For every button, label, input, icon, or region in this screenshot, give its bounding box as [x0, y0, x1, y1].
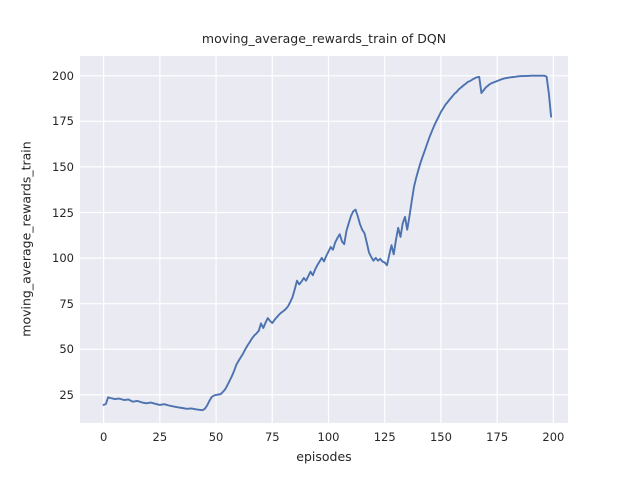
x-tick-label: 50 — [208, 430, 224, 444]
y-tick-label: 100 — [52, 251, 74, 266]
x-tick-label: 0 — [99, 430, 108, 444]
x-tick-label: 25 — [152, 430, 168, 444]
y-tick-label: 50 — [59, 342, 74, 357]
x-tick-label: 150 — [429, 430, 452, 444]
series-line — [102, 74, 553, 412]
y-tick-label: 175 — [52, 114, 74, 129]
y-tick-label: 125 — [52, 205, 74, 220]
x-tick-label: 75 — [264, 430, 280, 444]
chart-title: moving_average_rewards_train of DQN — [201, 31, 447, 46]
x-axis-label: episodes — [296, 449, 352, 464]
plot-area — [80, 56, 568, 423]
y-tick-label: 25 — [59, 387, 74, 402]
x-tick-label: 200 — [542, 430, 565, 444]
line-chart — [80, 56, 568, 423]
y-tick-label: 150 — [52, 159, 74, 174]
x-tick-label: 125 — [373, 430, 396, 444]
y-tick-label: 75 — [59, 296, 74, 311]
x-tick-label: 175 — [486, 430, 509, 444]
y-tick-label: 200 — [52, 68, 74, 83]
x-tick-label: 100 — [317, 430, 340, 444]
